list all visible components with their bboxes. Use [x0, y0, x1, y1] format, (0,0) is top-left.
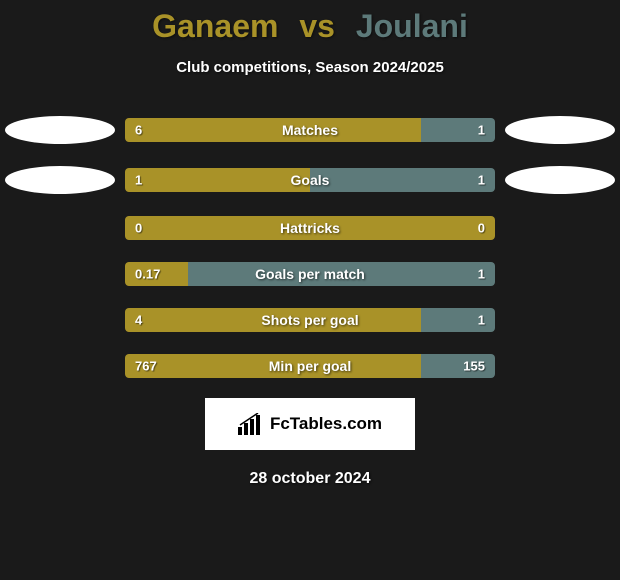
stat-label: Goals: [291, 172, 330, 188]
player2-badge: [505, 166, 615, 194]
bar-segment-left: [125, 168, 310, 192]
infographic-container: Ganaem vs Joulani Club competitions, Sea…: [0, 0, 620, 580]
value-left: 4: [135, 313, 142, 328]
stat-row: 767 155 Min per goal: [0, 354, 620, 378]
value-right: 1: [478, 267, 485, 282]
player1-badge: [5, 166, 115, 194]
stat-label: Hattricks: [280, 220, 340, 236]
stat-row: 1 1 Goals: [0, 166, 620, 194]
player1-badge: [5, 116, 115, 144]
value-left: 6: [135, 123, 142, 138]
value-right: 1: [478, 123, 485, 138]
player2-name: Joulani: [356, 8, 468, 44]
stat-row: 0 0 Hattricks: [0, 216, 620, 240]
stat-bar: 1 1 Goals: [125, 168, 495, 192]
value-right: 1: [478, 313, 485, 328]
stat-bar: 0.17 1 Goals per match: [125, 262, 495, 286]
bar-segment-right: [310, 168, 495, 192]
stat-bar: 0 0 Hattricks: [125, 216, 495, 240]
value-left: 1: [135, 173, 142, 188]
player2-badge: [505, 116, 615, 144]
stat-row: 6 1 Matches: [0, 116, 620, 144]
stat-label: Min per goal: [269, 358, 351, 374]
value-right: 0: [478, 221, 485, 236]
stat-bar: 4 1 Shots per goal: [125, 308, 495, 332]
subtitle: Club competitions, Season 2024/2025: [0, 59, 620, 76]
brand-text: FcTables.com: [270, 414, 382, 434]
date-text: 28 october 2024: [0, 470, 620, 488]
stat-bar: 6 1 Matches: [125, 118, 495, 142]
stat-label: Matches: [282, 122, 338, 138]
stat-bar: 767 155 Min per goal: [125, 354, 495, 378]
title: Ganaem vs Joulani: [0, 8, 620, 45]
player1-name: Ganaem: [152, 8, 278, 44]
value-right: 155: [463, 359, 485, 374]
stat-label: Goals per match: [255, 266, 365, 282]
stat-rows: 6 1 Matches 1 1 Goals 0 0 Hattricks 0.17 1 Goals pe…: [0, 116, 620, 378]
bar-segment-left: [125, 118, 421, 142]
stat-row: 4 1 Shots per goal: [0, 308, 620, 332]
value-right: 1: [478, 173, 485, 188]
value-left: 0: [135, 221, 142, 236]
stat-row: 0.17 1 Goals per match: [0, 262, 620, 286]
value-left: 767: [135, 359, 157, 374]
brand-chart-icon: [238, 413, 264, 435]
brand-badge: FcTables.com: [205, 398, 415, 450]
value-left: 0.17: [135, 267, 160, 282]
stat-label: Shots per goal: [261, 312, 358, 328]
vs-text: vs: [299, 8, 335, 44]
